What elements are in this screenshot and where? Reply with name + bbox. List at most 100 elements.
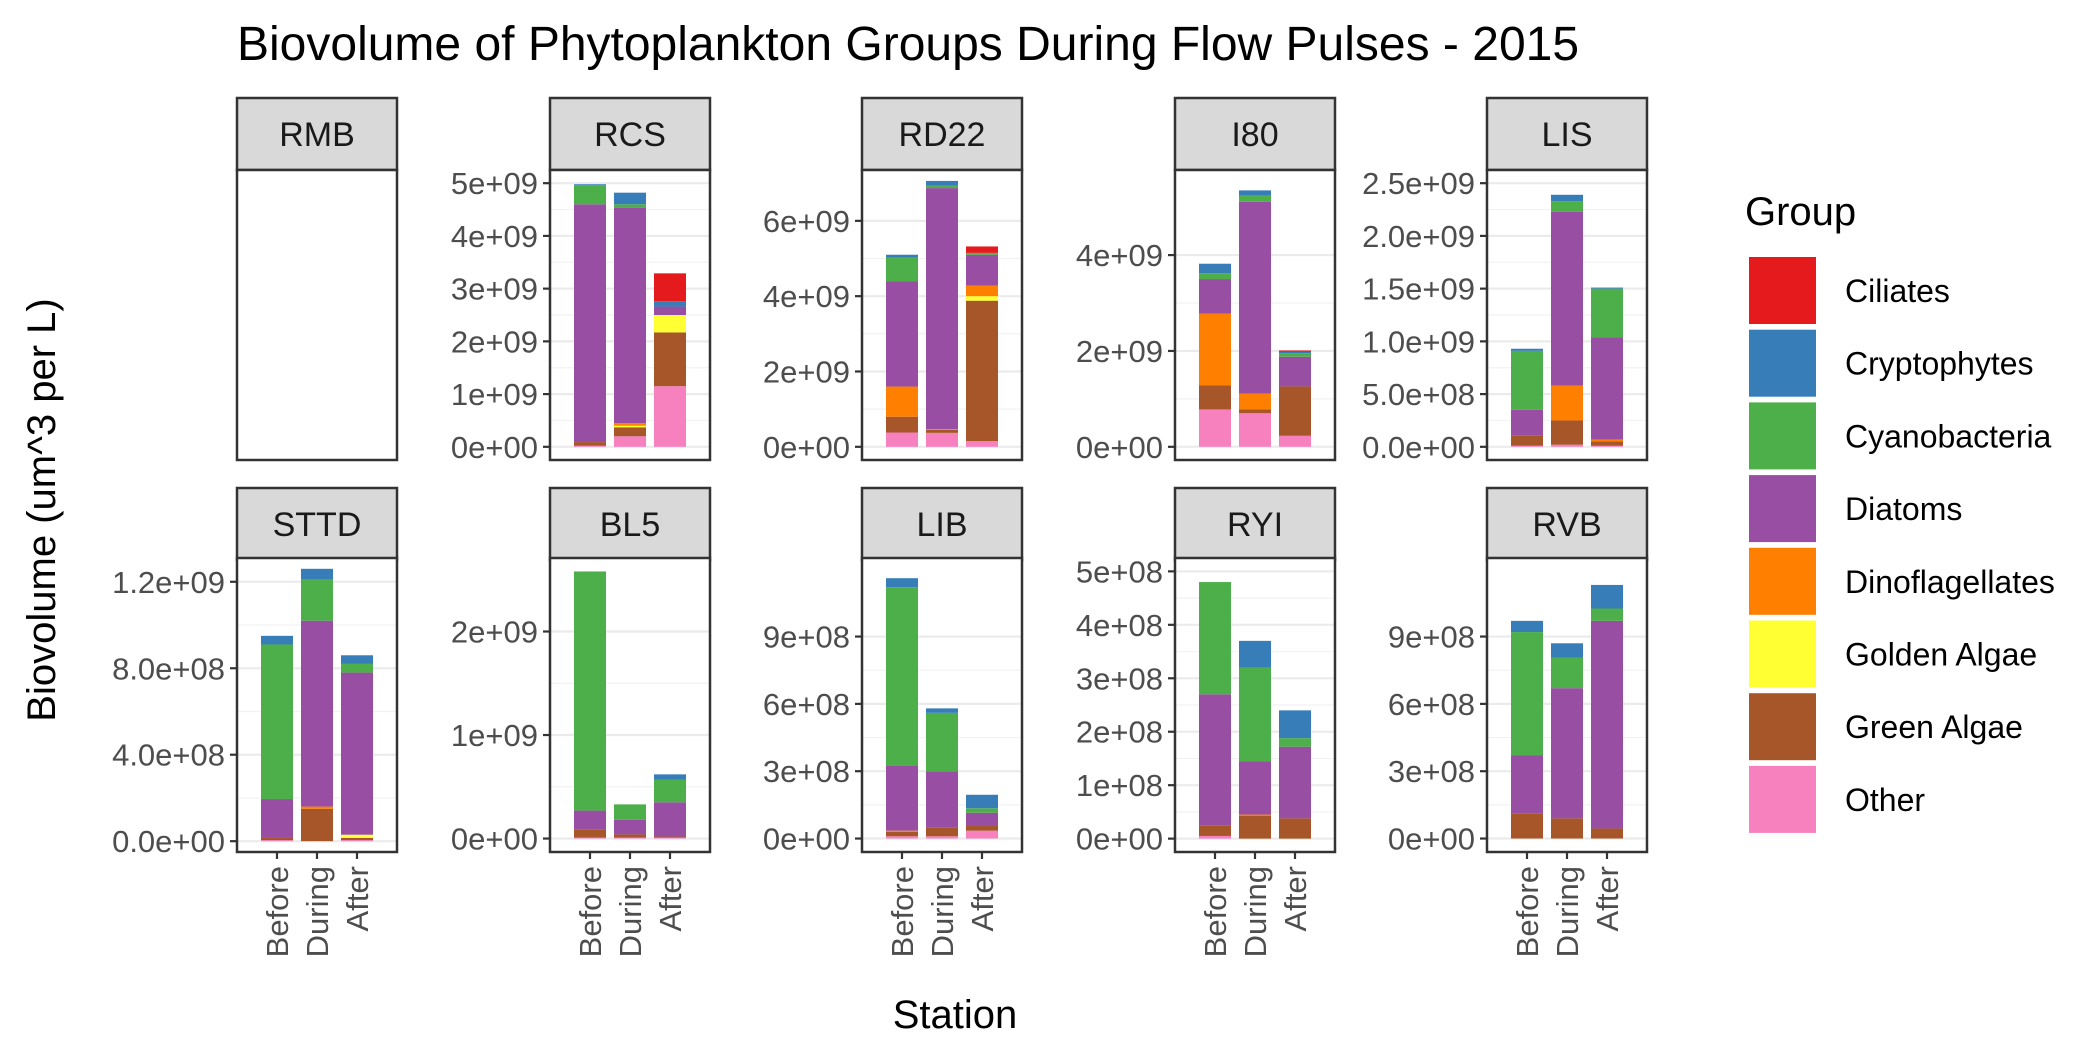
legend-key-dinoflagellates	[1749, 547, 1816, 615]
x-tick-label: Before	[1510, 866, 1545, 957]
bar-segment-green-algae	[574, 442, 606, 446]
bar-segment-other	[1591, 445, 1623, 447]
y-tick-label: 0e+00	[763, 822, 850, 857]
x-tick-label: Before	[573, 866, 608, 957]
chart-title: Biovolume of Phytoplankton Groups During…	[237, 18, 1579, 71]
panel-border	[1173, 168, 1337, 462]
bar-segment-cyanobacteria	[1239, 195, 1271, 202]
bar-segment-green-algae	[966, 300, 998, 442]
facet-ryi: RYI 0e+00 1e+08 2e+08 3e+08 4e+08 5e+08 Before D…	[1076, 486, 1337, 957]
bar-segment-other	[886, 432, 918, 447]
bar-segment-other	[654, 837, 686, 839]
bar-segment-diatoms	[1551, 688, 1583, 819]
bar-segment-diatoms	[654, 306, 686, 315]
legend-key-green-algae	[1749, 693, 1816, 761]
bar-segment-diatoms	[1551, 211, 1583, 386]
y-tick-label: 0e+00	[1076, 822, 1163, 857]
bar-segment-cyanobacteria	[614, 204, 646, 208]
bar-segment-green-algae	[1279, 818, 1311, 839]
bar-segment-diatoms	[1279, 746, 1311, 819]
x-tick-label: During	[925, 866, 960, 957]
bar-segment-cyanobacteria	[614, 804, 646, 820]
bar-segment-dinoflagellates	[886, 386, 918, 417]
facet-strip	[235, 486, 399, 562]
bar-segment-cryptophytes	[1239, 640, 1271, 668]
x-axis-title: Station	[893, 993, 1018, 1037]
bar-segment-dinoflagellates	[886, 830, 918, 832]
facet-panels: RMB RCS 0e+00 1e+09 2e+09 3e+09 4e+09 5e+09 RD22…	[112, 96, 1649, 957]
bar-segment-cyanobacteria	[1199, 582, 1231, 695]
bar-segment-green-algae	[926, 827, 958, 837]
bar-segment-dinoflagellates	[1199, 313, 1231, 386]
bar-segment-cyanobacteria	[1239, 667, 1271, 762]
bar-segment-cryptophytes	[574, 184, 606, 186]
facet-i80: I80 0e+00 2e+09 4e+09	[1076, 96, 1337, 465]
bar-segment-green-algae	[1551, 420, 1583, 445]
bar-segment-diatoms	[1239, 761, 1271, 815]
y-tick-label: 0.0e+00	[1362, 430, 1475, 465]
x-tick-label: Before	[260, 866, 295, 957]
bar-segment-diatoms	[1591, 337, 1623, 440]
bar-segment-dinoflagellates	[926, 429, 958, 430]
bar-segment-cryptophytes	[301, 568, 333, 580]
bar-segment-cyanobacteria	[886, 587, 918, 766]
bar-segment-dinoflagellates	[301, 806, 333, 809]
y-tick-label: 5.0e+08	[1362, 377, 1475, 412]
facet-strip-label: BL5	[600, 506, 661, 544]
legend-key-other	[1749, 765, 1816, 833]
x-tick-label: Before	[885, 866, 920, 957]
y-axis-title: Biovolume (um^3 per L)	[20, 298, 64, 721]
bar-segment-other	[574, 837, 606, 839]
bar-segment-other	[1279, 435, 1311, 447]
y-tick-label: 0e+00	[1388, 822, 1475, 857]
legend-label: Cyanobacteria	[1845, 418, 2052, 454]
facet-strip-label: LIS	[1541, 116, 1592, 154]
bar-segment-cryptophytes	[1239, 190, 1271, 196]
y-tick-label: 2.0e+09	[1362, 219, 1475, 254]
bar-segment-green-algae	[341, 837, 373, 841]
bar-segment-cryptophytes	[926, 180, 958, 186]
bar-segment-diatoms	[261, 799, 293, 838]
bar-segment-other	[654, 386, 686, 447]
bar-segment-diatoms	[926, 771, 958, 828]
bar-segment-cyanobacteria	[574, 571, 606, 811]
legend-label: Other	[1845, 782, 1925, 818]
facet-strip-label: RD22	[899, 116, 986, 154]
bar-segment-other	[1551, 444, 1583, 447]
bar-segment-cyanobacteria	[341, 663, 373, 673]
facet-rd22: RD22 0e+00 2e+09 4e+09 6e+09	[763, 96, 1024, 465]
legend-key-diatoms	[1749, 475, 1816, 543]
bar-segment-golden-algae	[966, 296, 998, 301]
y-tick-label: 0e+00	[763, 430, 850, 465]
y-tick-label: 4e+09	[1076, 238, 1163, 273]
bar-segment-cyanobacteria	[654, 779, 686, 803]
bar-segment-cyanobacteria	[261, 644, 293, 800]
y-tick-label: 0e+00	[451, 430, 538, 465]
facet-strip	[860, 486, 1024, 562]
y-tick-label: 5e+08	[1076, 554, 1163, 589]
bar-segment-cryptophytes	[1591, 287, 1623, 289]
bar-segment-green-algae	[1239, 815, 1271, 839]
bar-segment-green-algae	[301, 808, 333, 842]
y-tick-label: 1.5e+09	[1362, 272, 1475, 307]
y-tick-label: 8.0e+08	[112, 651, 225, 686]
bar-segment-diatoms	[886, 765, 918, 831]
facet-lis: LIS 0.0e+00 5.0e+08 1.0e+09 1.5e+09 2.0e+09 2.…	[1362, 96, 1649, 465]
legend-entries: Ciliates Cryptophytes Cyanobacteria Diatoms…	[1749, 257, 2055, 833]
bar-segment-green-algae	[614, 427, 646, 437]
bar-segment-other	[966, 830, 998, 839]
bar-segment-other	[966, 441, 998, 447]
bar-segment-golden-algae	[614, 425, 646, 428]
facet-strip	[1173, 96, 1337, 172]
bar-segment-diatoms	[1199, 279, 1231, 314]
bar-segment-diatoms	[574, 810, 606, 830]
y-tick-label: 1e+09	[451, 718, 538, 753]
y-tick-label: 9e+08	[763, 620, 850, 655]
bar-segment-golden-algae	[654, 315, 686, 333]
y-tick-label: 5e+09	[451, 166, 538, 201]
x-tick-label: After	[965, 866, 1000, 931]
bar-segment-cyanobacteria	[1591, 288, 1623, 338]
bar-segment-cyanobacteria	[966, 808, 998, 813]
facet-strip	[1485, 486, 1649, 562]
y-tick-label: 3e+08	[763, 754, 850, 789]
